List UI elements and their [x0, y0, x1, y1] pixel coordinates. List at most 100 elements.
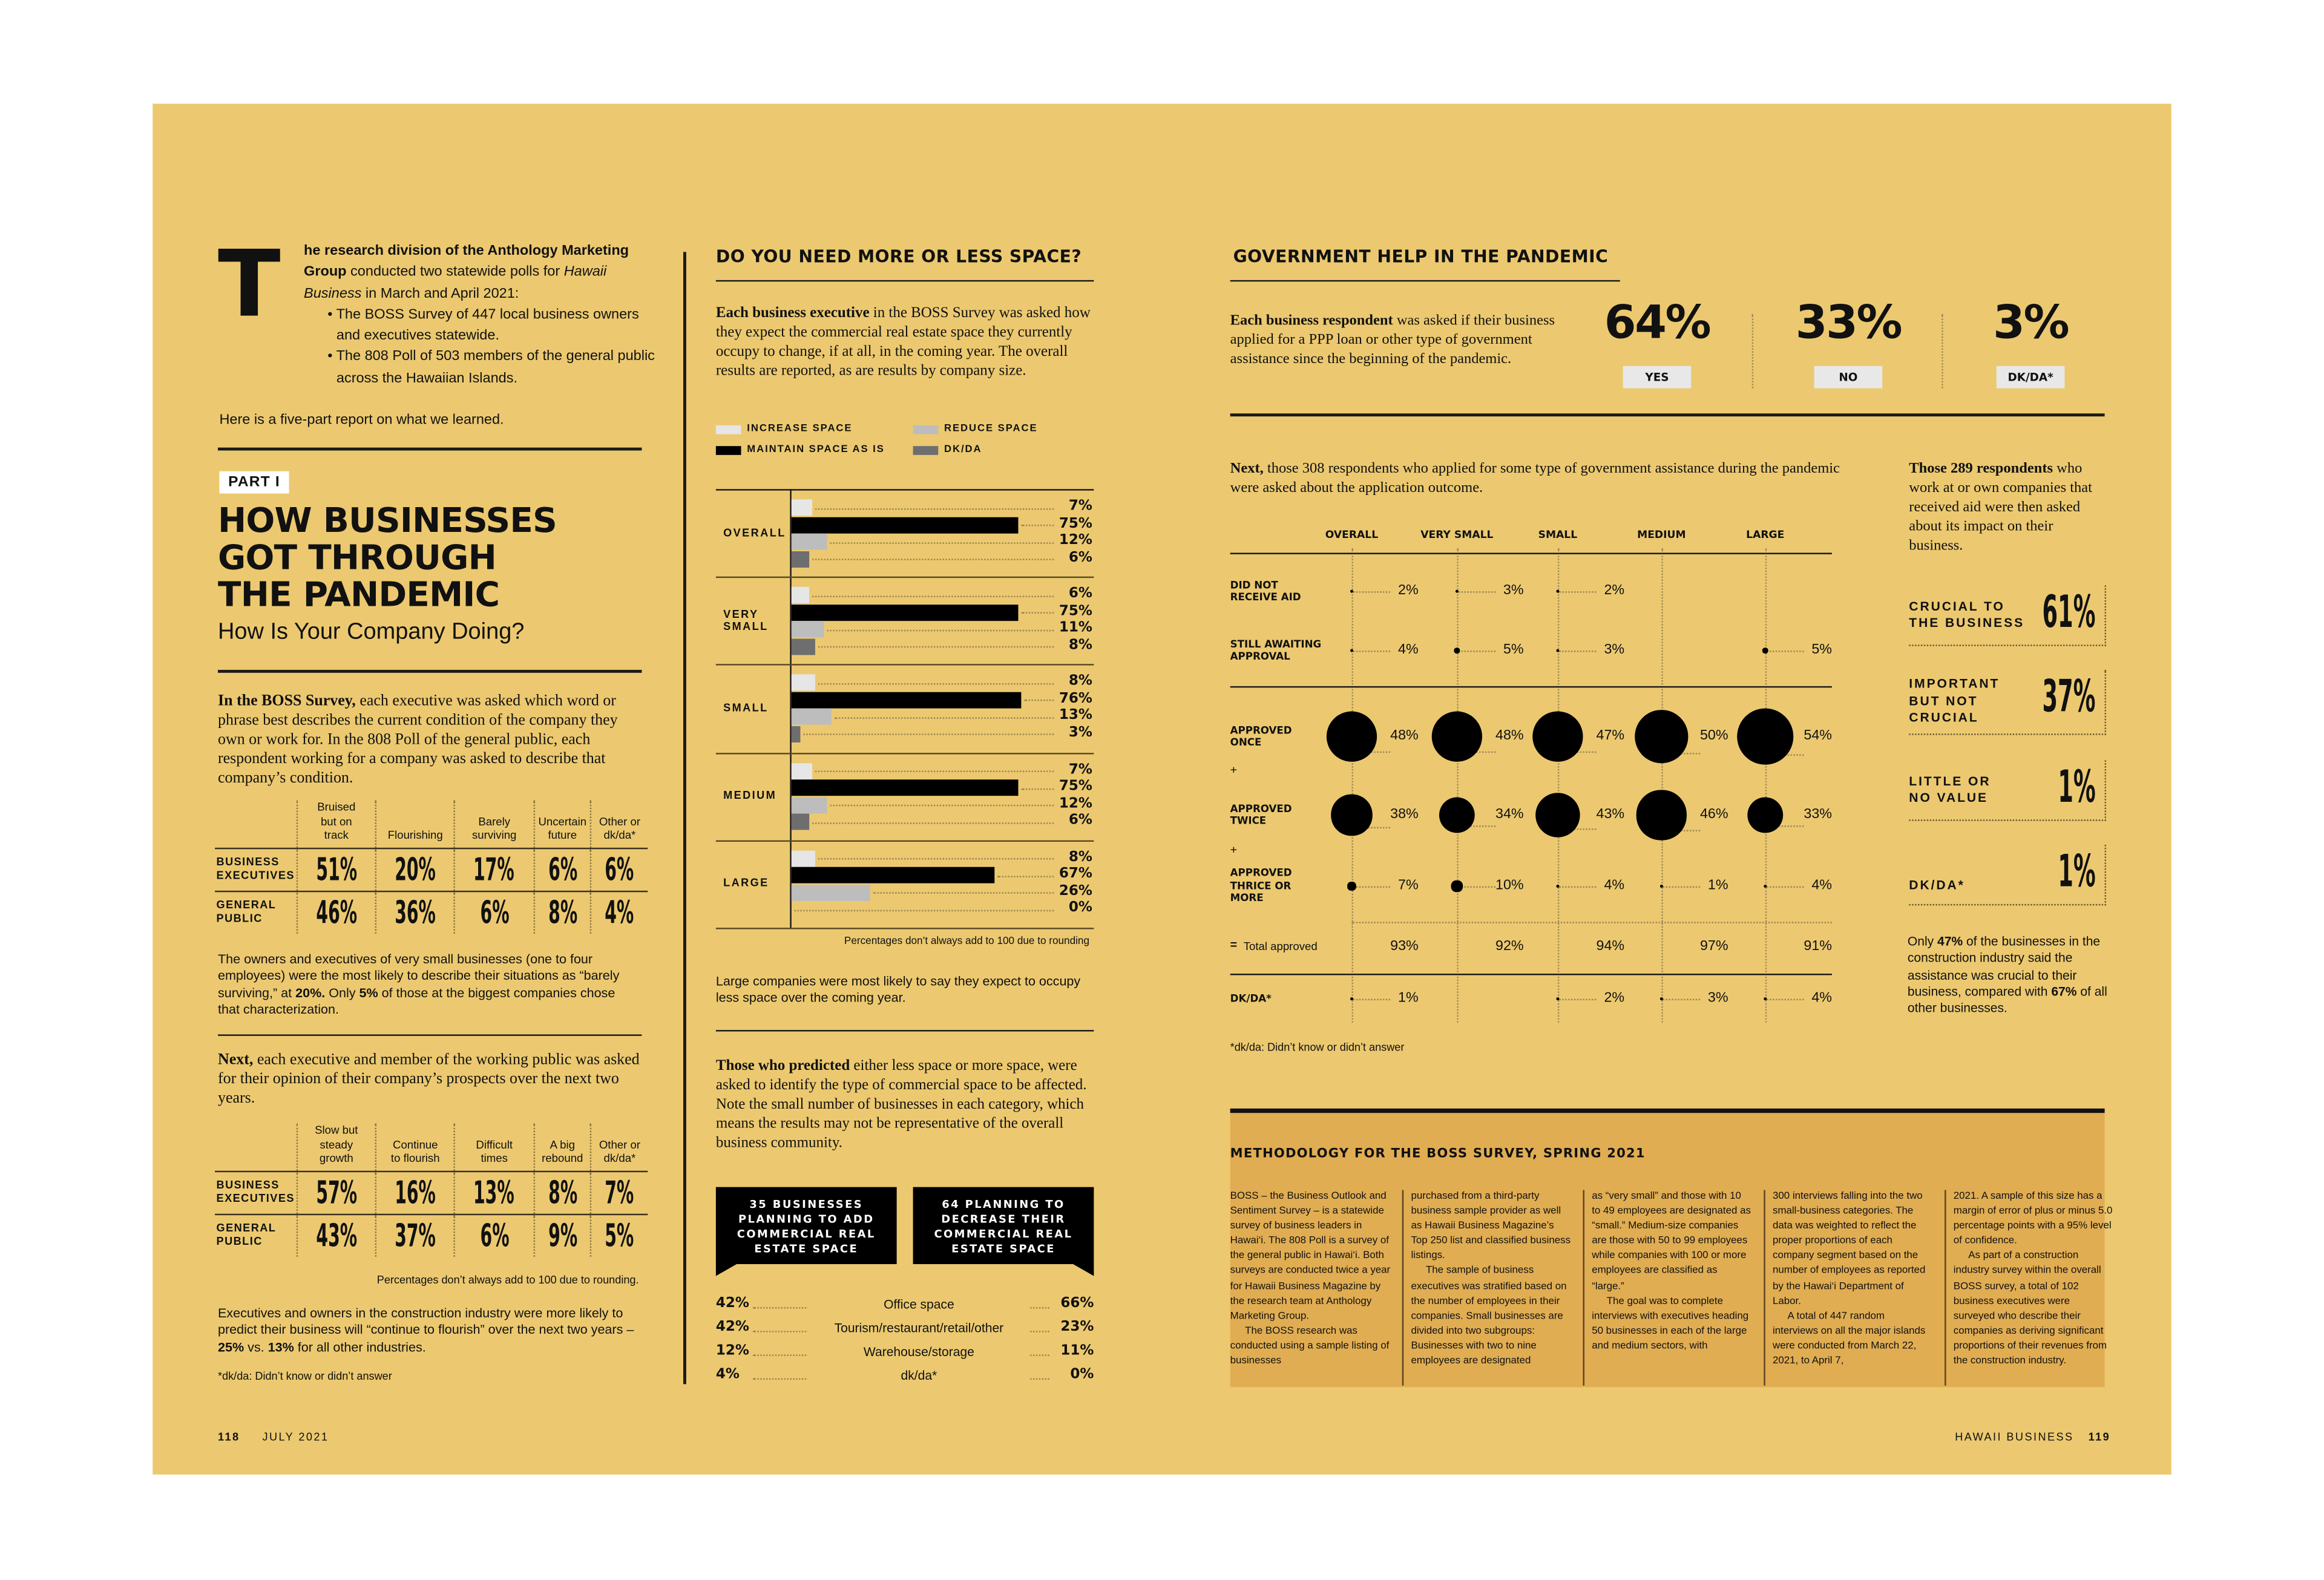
column-divider	[1764, 1190, 1765, 1386]
header-spacer	[215, 800, 297, 848]
plus-sign: +	[1230, 843, 1238, 857]
table-cell: 9%	[533, 1213, 591, 1257]
column-header: Uncertain future	[533, 800, 591, 848]
bubble-marker	[1532, 711, 1583, 762]
decrease-space-box: 64 PLANNING TO DECREASE THEIR COMMERCIAL…	[913, 1187, 1094, 1264]
row-label: APPROVED TWICE	[1230, 802, 1292, 827]
add-percent: 42%	[715, 1319, 749, 1336]
divider	[1230, 413, 2105, 417]
category-label: LARGE	[723, 876, 769, 890]
bar-reduce-space	[791, 796, 828, 813]
decrease-percent: 23%	[1060, 1319, 1094, 1336]
bubble-marker	[1431, 710, 1483, 762]
impact-item: DK/DA* 1%	[1909, 844, 2107, 906]
text-run: of the businesses in the construction in…	[1907, 933, 2101, 999]
column-guide	[1351, 548, 1353, 1023]
impact-label: CRUCIAL TO THE BUSINESS	[1909, 598, 2025, 630]
column-divider	[683, 252, 686, 1385]
percent-value: 20%	[395, 851, 436, 888]
gov-intro: Each business respondent was asked if th…	[1230, 311, 1564, 369]
leader-line	[1557, 998, 1597, 1001]
row-label: DID NOT RECEIVE AID	[1230, 579, 1301, 603]
answer-percent: 33%	[1795, 296, 1903, 350]
box-tail	[715, 1264, 737, 1276]
plus-sign: +	[1230, 763, 1238, 777]
text-run: each executive and member of the working…	[218, 1052, 640, 1107]
bar-value-label: 7%	[1068, 761, 1092, 778]
total-value: 93%	[1390, 938, 1419, 955]
leader-line	[815, 507, 1054, 510]
drop-cap: T	[218, 229, 281, 338]
leader-line	[1021, 787, 1054, 790]
intro-lead: he research division of the Anthology Ma…	[304, 241, 660, 305]
leader-line	[1457, 886, 1496, 888]
value-label: 46%	[1699, 806, 1728, 823]
leader-line	[830, 805, 1054, 807]
table-cell: 51%	[296, 847, 376, 891]
bubble-marker	[1659, 997, 1663, 1001]
legend-swatch	[715, 445, 741, 454]
text-run: Next,	[1230, 461, 1264, 477]
text-run: 20%.	[295, 985, 326, 1000]
text-run: in the BOSS Survey was asked how they ex…	[715, 305, 1091, 379]
leader-line	[873, 893, 1054, 894]
bubble-marker	[1348, 882, 1356, 890]
leader-line	[818, 858, 1054, 860]
impact-label: IMPORTANT BUT NOT CRUCIAL	[1909, 676, 2000, 726]
row-label: BUSINESS EXECUTIVES	[215, 847, 297, 891]
leader-line	[812, 559, 1054, 560]
table-cell: 6%	[533, 847, 591, 891]
add-percent: 12%	[715, 1342, 749, 1359]
text-run: vs.	[244, 1339, 268, 1354]
percent-value: 17%	[473, 851, 515, 888]
text-run: 67%	[2051, 983, 2077, 999]
methodology-column: purchased from a third-party business sa…	[1411, 1190, 1571, 1386]
value-label: 48%	[1495, 727, 1524, 744]
leader-line	[1457, 651, 1496, 652]
condition-table: Bruised but on track Flourishing Barely su…	[215, 800, 648, 934]
decrease-percent: 66%	[1060, 1295, 1094, 1312]
divider	[218, 447, 642, 451]
table-cell: 57%	[296, 1170, 376, 1215]
text-run: was asked if their business applied for …	[1230, 312, 1555, 368]
column-header: LARGE	[1746, 529, 1785, 541]
answer-percent: 64%	[1604, 296, 1712, 350]
intro-bullets: The BOSS Survey of 447 local business ow…	[304, 305, 660, 390]
value-label: 1%	[1398, 989, 1419, 1006]
legend-item: MAINTAIN SPACE AS IS	[715, 445, 885, 455]
percent-value: 6%	[548, 851, 577, 888]
percent-value: 9%	[548, 1218, 577, 1254]
value-label: 4%	[1604, 877, 1625, 894]
bar-increase-space	[791, 675, 816, 692]
value-label: 5%	[1503, 641, 1524, 658]
text-run: In the BOSS Survey,	[218, 693, 356, 710]
legend-item: INCREASE SPACE	[715, 424, 853, 434]
divider	[715, 1030, 1094, 1032]
leader-line	[812, 822, 1054, 824]
bubble-marker	[1454, 647, 1460, 654]
decrease-percent: 0%	[1070, 1366, 1094, 1383]
bar-value-label: 12%	[1059, 532, 1092, 549]
bar-value-label: 0%	[1068, 900, 1092, 917]
impact-item: CRUCIAL TO THE BUSINESS 61%	[1909, 585, 2107, 646]
methodology-paragraph: The goal was to complete interviews with…	[1592, 1296, 1749, 1352]
space-intro: Each business executive in the BOSS Surv…	[716, 304, 1098, 381]
bar-dk-da	[791, 638, 816, 655]
add-space-box: 35 BUSINESSES PLANNING TO ADD COMMERCIAL…	[715, 1187, 897, 1264]
category-label: VERY SMALL	[723, 607, 769, 634]
leader-line	[1457, 591, 1496, 593]
leader-line	[1557, 651, 1597, 652]
bar-value-label: 8%	[1068, 637, 1092, 654]
prospects-table: Slow but steady growth Continue to flouri…	[215, 1123, 648, 1257]
leader-line	[1557, 828, 1597, 831]
column-header: Difficult times	[454, 1123, 534, 1172]
methodology-column: BOSS – the Business Outlook and Sentimen…	[1230, 1190, 1390, 1386]
bar-reduce-space	[791, 884, 870, 901]
row-label: APPROVED ONCE	[1230, 724, 1292, 749]
column-header: Flourishing	[375, 800, 455, 848]
space-type-label: dk/da*	[807, 1368, 1031, 1383]
text-run: The owners and executives of very small …	[218, 951, 620, 1000]
bubble-marker	[1350, 589, 1353, 593]
chart-top-rule	[715, 489, 1094, 491]
